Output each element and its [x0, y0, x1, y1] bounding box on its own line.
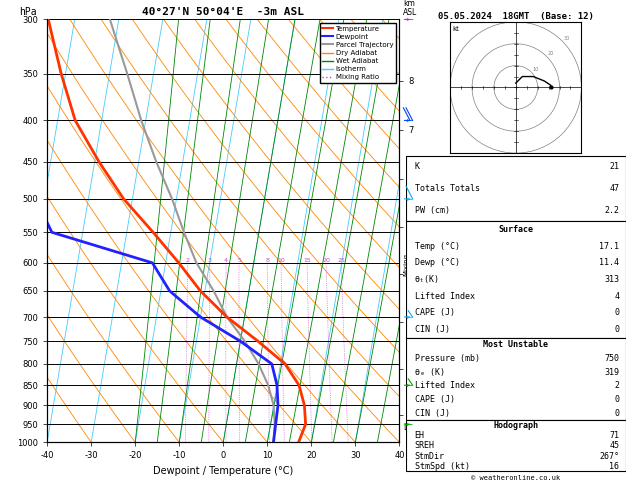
Bar	[406, 156, 626, 221]
Text: Totals Totals: Totals Totals	[415, 184, 479, 193]
Text: 45: 45	[610, 441, 619, 451]
Text: 20: 20	[548, 52, 554, 56]
Text: Dewp (°C): Dewp (°C)	[415, 258, 460, 267]
Text: SREH: SREH	[415, 441, 435, 451]
Text: 8: 8	[265, 258, 269, 263]
Text: 10: 10	[277, 258, 285, 263]
Text: 313: 313	[604, 275, 619, 284]
Text: 47: 47	[610, 184, 619, 193]
Text: kt: kt	[453, 26, 460, 32]
Text: 15: 15	[303, 258, 311, 263]
Text: 267°: 267°	[599, 451, 619, 461]
Text: 11.4: 11.4	[599, 258, 619, 267]
Text: 0: 0	[615, 395, 619, 404]
Text: 3: 3	[208, 258, 212, 263]
Text: 25: 25	[337, 258, 345, 263]
Text: 30: 30	[563, 36, 569, 41]
Text: 2: 2	[186, 258, 190, 263]
Text: Hodograph: Hodograph	[493, 421, 538, 430]
Text: © weatheronline.co.uk: © weatheronline.co.uk	[471, 475, 560, 481]
Bar	[406, 338, 626, 420]
Text: 71: 71	[610, 431, 619, 440]
Text: EH: EH	[415, 431, 425, 440]
Text: 21: 21	[610, 162, 619, 171]
Text: ←: ←	[406, 116, 413, 125]
Text: K: K	[415, 162, 420, 171]
Text: 17.1: 17.1	[599, 242, 619, 251]
Legend: Temperature, Dewpoint, Parcel Trajectory, Dry Adiabat, Wet Adiabat, Isotherm, Mi: Temperature, Dewpoint, Parcel Trajectory…	[320, 23, 396, 83]
Text: 05.05.2024  18GMT  (Base: 12): 05.05.2024 18GMT (Base: 12)	[438, 12, 594, 21]
Text: ←: ←	[406, 420, 413, 429]
X-axis label: Dewpoint / Temperature (°C): Dewpoint / Temperature (°C)	[153, 466, 293, 476]
Text: StmDir: StmDir	[415, 451, 445, 461]
Text: 0: 0	[615, 308, 619, 317]
Text: 16: 16	[610, 462, 619, 471]
Text: 5: 5	[237, 258, 241, 263]
Text: 0: 0	[615, 325, 619, 334]
Text: ←: ←	[406, 15, 413, 24]
Text: Temp (°C): Temp (°C)	[415, 242, 460, 251]
Text: km
ASL: km ASL	[403, 0, 417, 17]
Text: LCL: LCL	[403, 423, 416, 432]
Text: hPa: hPa	[19, 7, 36, 17]
Text: Pressure (mb): Pressure (mb)	[415, 354, 479, 363]
Text: Lifted Index: Lifted Index	[415, 382, 474, 390]
Bar	[406, 420, 626, 471]
Text: 20: 20	[322, 258, 330, 263]
Text: CAPE (J): CAPE (J)	[415, 308, 455, 317]
Text: 10: 10	[532, 67, 538, 72]
Text: PW (cm): PW (cm)	[415, 206, 450, 215]
Text: θₑ (K): θₑ (K)	[415, 368, 445, 377]
Title: 40°27'N 50°04'E  -3m ASL: 40°27'N 50°04'E -3m ASL	[142, 7, 304, 17]
Text: 4: 4	[224, 258, 228, 263]
Text: StmSpd (kt): StmSpd (kt)	[415, 462, 469, 471]
Text: 2: 2	[615, 382, 619, 390]
Bar	[406, 221, 626, 338]
Text: 0: 0	[615, 409, 619, 418]
Text: Most Unstable: Most Unstable	[483, 340, 548, 349]
Text: CAPE (J): CAPE (J)	[415, 395, 455, 404]
Text: 4: 4	[615, 292, 619, 301]
Text: Surface: Surface	[498, 225, 533, 234]
Text: CIN (J): CIN (J)	[415, 409, 450, 418]
Text: ←: ←	[406, 194, 413, 203]
Text: 2.2: 2.2	[604, 206, 619, 215]
Text: CIN (J): CIN (J)	[415, 325, 450, 334]
Text: θₜ(K): θₜ(K)	[415, 275, 440, 284]
Text: ←: ←	[406, 381, 413, 390]
Text: 319: 319	[604, 368, 619, 377]
Text: 750: 750	[604, 354, 619, 363]
Text: Lifted Index: Lifted Index	[415, 292, 474, 301]
Text: Mixing
Ratio
(g/kg): Mixing Ratio (g/kg)	[403, 253, 423, 276]
Text: ←: ←	[406, 312, 413, 322]
